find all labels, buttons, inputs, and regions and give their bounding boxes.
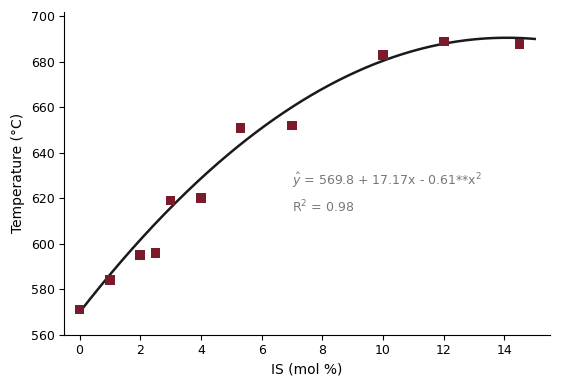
Point xyxy=(105,277,114,283)
X-axis label: IS (mol %): IS (mol %) xyxy=(272,363,343,377)
Point xyxy=(439,38,448,45)
Y-axis label: Temperature (°C): Temperature (°C) xyxy=(11,113,25,233)
Point xyxy=(287,123,296,129)
Point xyxy=(136,252,145,258)
Point xyxy=(236,125,245,131)
Point xyxy=(515,41,524,47)
Point xyxy=(166,197,175,204)
Text: R$^2$ = 0.98: R$^2$ = 0.98 xyxy=(292,199,354,216)
Text: $\hat{y}$ = 569.8 + 17.17x - 0.61**x$^2$: $\hat{y}$ = 569.8 + 17.17x - 0.61**x$^2$ xyxy=(292,171,482,190)
Point xyxy=(196,195,205,201)
Point xyxy=(379,52,388,58)
Point xyxy=(75,307,84,313)
Point xyxy=(151,250,160,256)
